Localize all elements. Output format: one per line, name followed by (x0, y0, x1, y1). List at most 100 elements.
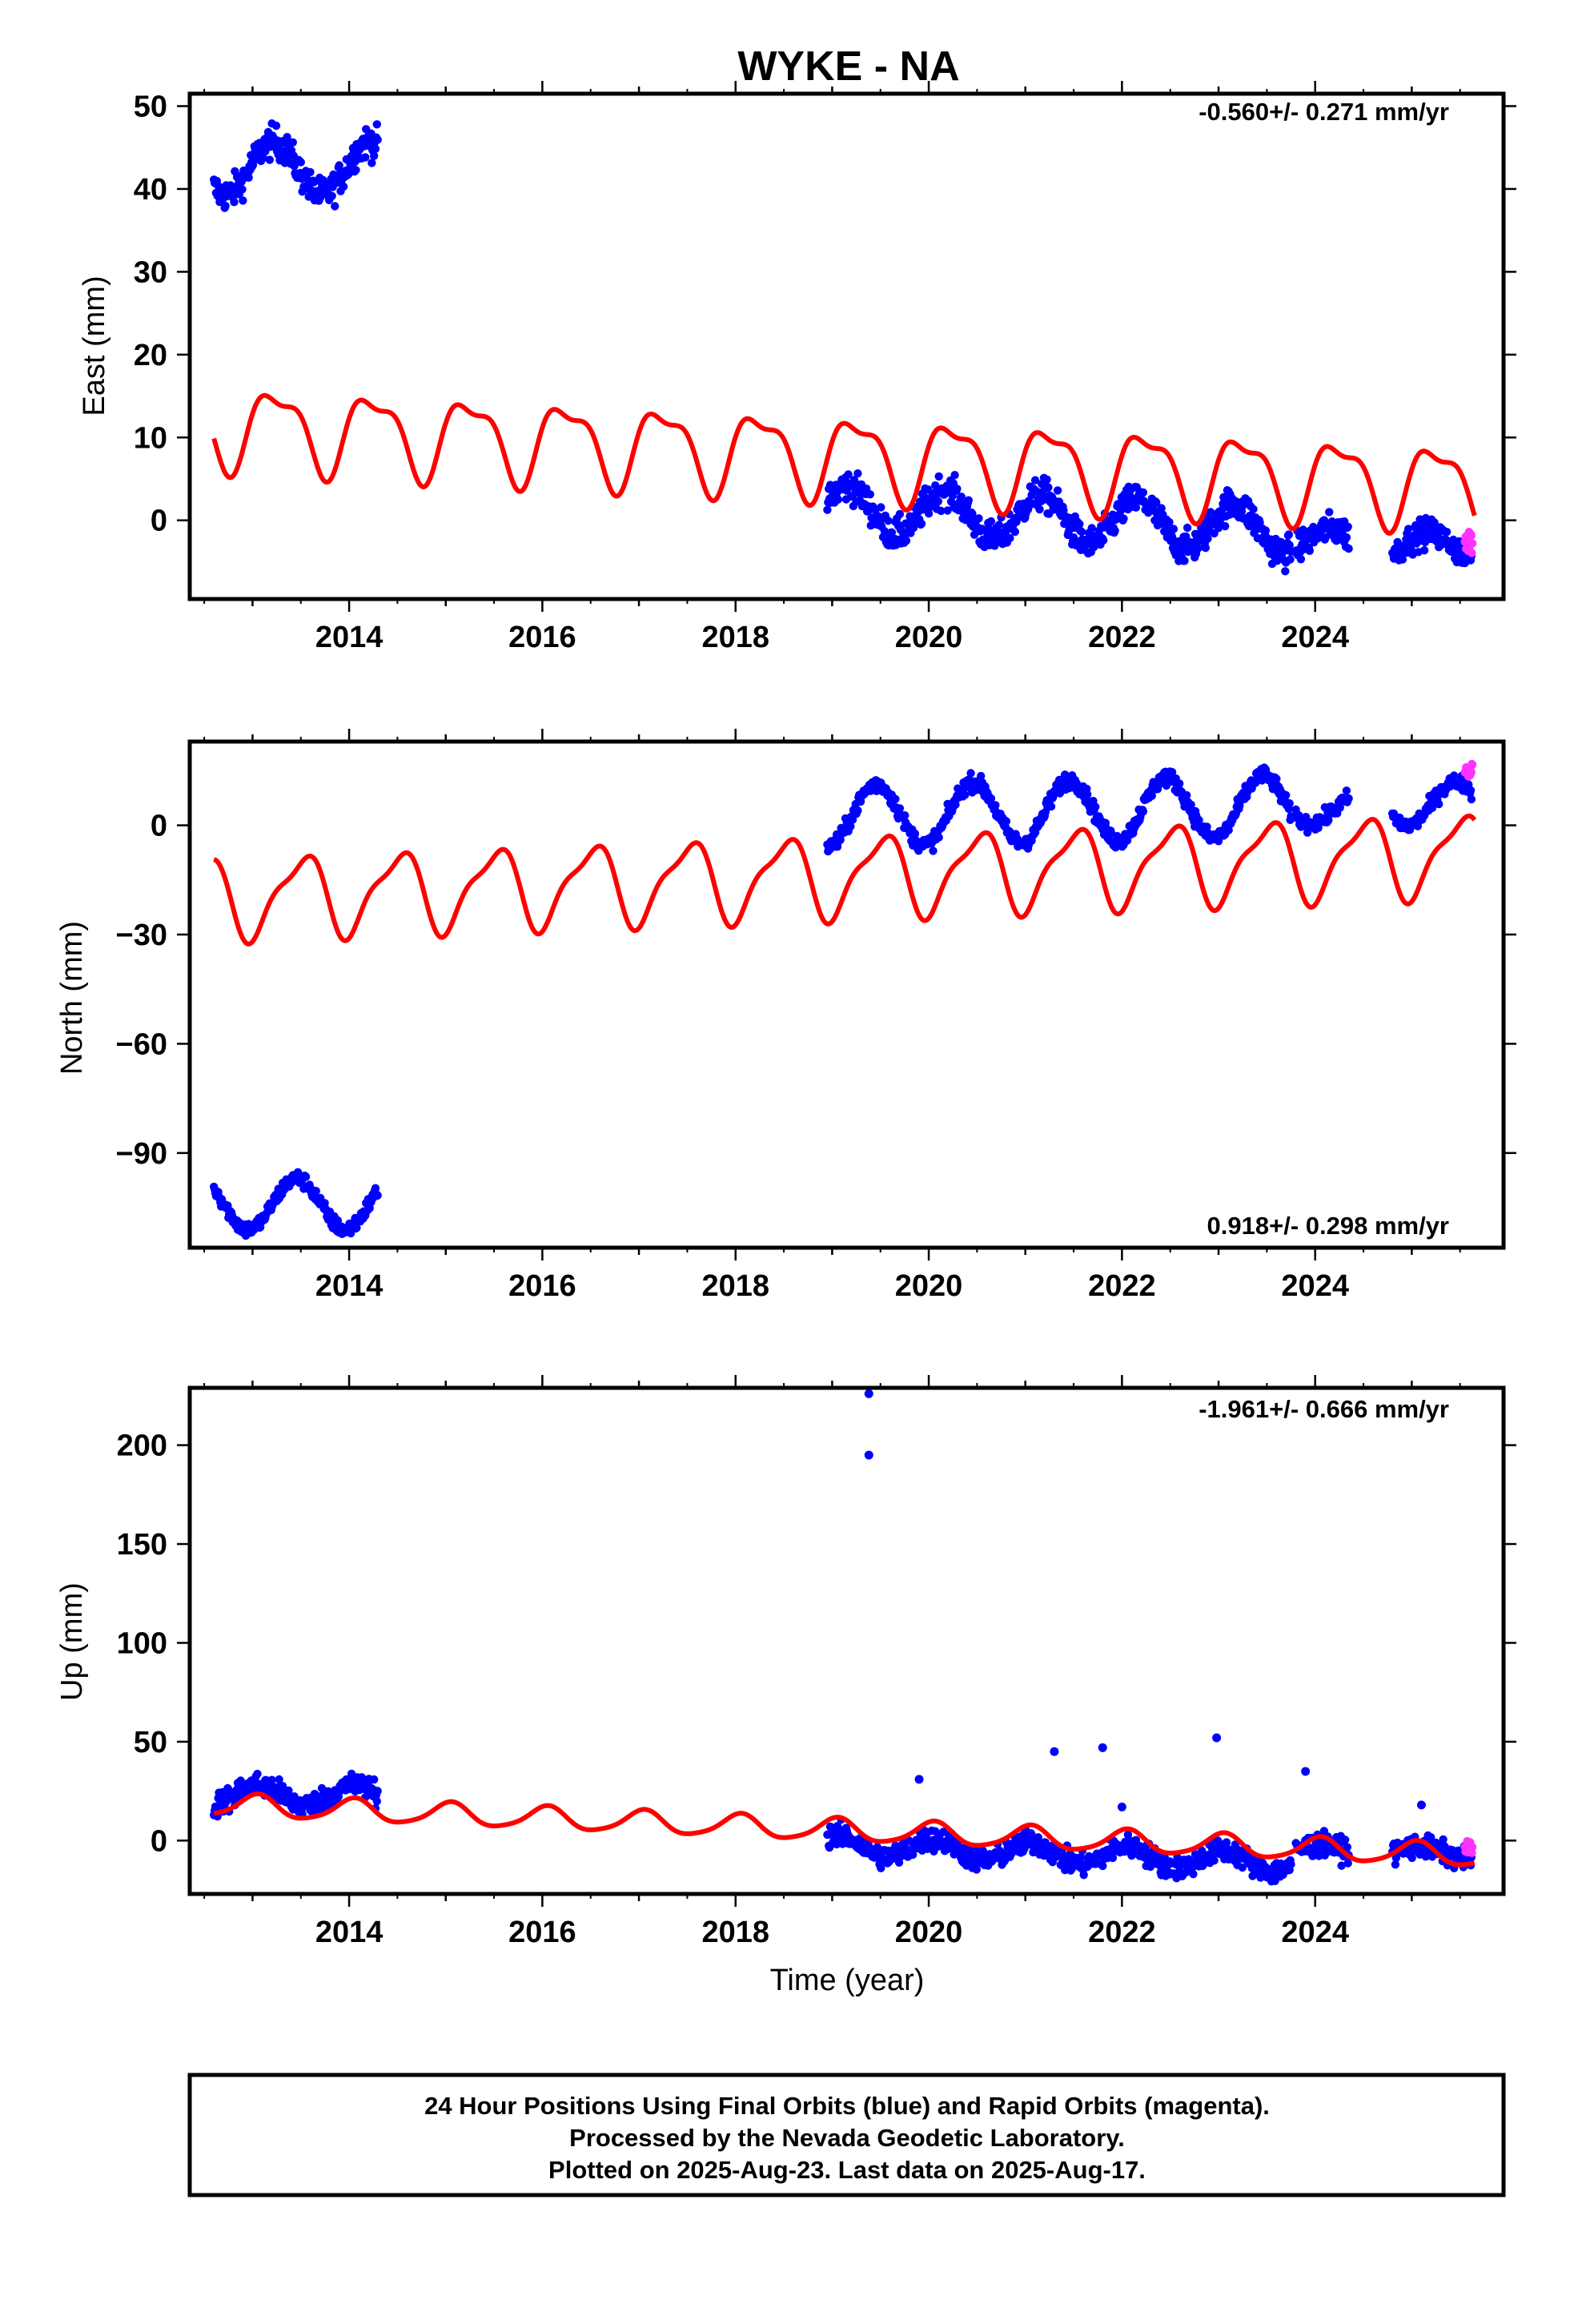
data-point (1296, 555, 1306, 564)
data-point (1180, 557, 1189, 565)
data-point (977, 771, 986, 781)
data-point (934, 472, 943, 481)
data-point (1398, 555, 1407, 564)
data-point (296, 158, 305, 167)
east-xtick-label: 2016 (508, 621, 576, 654)
north-rapid-series (1460, 759, 1477, 781)
up-panel: Up (mm) -1.961+/- 0.666 mm/yr Time (year… (55, 1375, 1516, 1997)
data-point (950, 471, 959, 480)
data-point (1138, 488, 1148, 497)
data-point (1427, 803, 1437, 812)
up-rate-label: -1.961+/- 0.666 mm/yr (1199, 1395, 1449, 1423)
data-point (1203, 822, 1211, 831)
north-xtick-label: 2022 (1088, 1269, 1156, 1303)
data-point (293, 1168, 303, 1177)
data-point (1075, 520, 1084, 529)
north-frame (187, 739, 1506, 1250)
up-ytick-label: 200 (117, 1429, 167, 1463)
data-point (934, 497, 943, 506)
data-point (917, 519, 926, 529)
rapid-point (1467, 531, 1476, 541)
data-point (1282, 790, 1291, 800)
data-point (367, 159, 376, 167)
data-point (964, 496, 974, 505)
east-ytick-label: 50 (134, 90, 167, 124)
outlier-point (1098, 1743, 1107, 1752)
data-point (1035, 505, 1044, 514)
data-point (221, 201, 230, 211)
data-point (265, 155, 274, 164)
east-ytick-label: 40 (134, 173, 167, 207)
data-point (884, 517, 893, 525)
data-point (373, 1787, 382, 1795)
data-point (1157, 504, 1166, 513)
rapid-point (1468, 549, 1476, 557)
east-ytick-label: 0 (151, 505, 167, 538)
data-point (994, 521, 1004, 529)
footer-line-1: 24 Hour Positions Using Final Orbits (bl… (424, 2092, 1270, 2120)
east-ytick-label: 10 (134, 421, 167, 455)
outlier-point (914, 1775, 924, 1784)
data-point (1403, 525, 1413, 533)
data-point (1284, 530, 1294, 539)
north-rate-label: 0.918+/- 0.298 mm/yr (1207, 1212, 1449, 1240)
data-point (1006, 533, 1014, 543)
data-point (943, 506, 952, 515)
data-point (1439, 1835, 1447, 1844)
footer-box: 24 Hour Positions Using Final Orbits (bl… (187, 2073, 1506, 2197)
data-point (351, 166, 360, 175)
data-point (371, 144, 380, 153)
data-point (1098, 1861, 1107, 1871)
rapid-point (1468, 1843, 1477, 1852)
rapid-point (1467, 768, 1476, 777)
data-point (1042, 475, 1051, 484)
data-point (966, 769, 975, 778)
data-point (836, 835, 845, 845)
data-point (1083, 790, 1092, 799)
data-point (1210, 1856, 1219, 1865)
east-ytick-label: 30 (134, 255, 167, 289)
up-xtick-label: 2024 (1281, 1916, 1349, 1949)
data-point (823, 505, 832, 514)
data-point (1305, 546, 1315, 555)
data-point (1340, 1835, 1350, 1844)
data-point (1281, 567, 1290, 576)
data-point (1119, 514, 1128, 523)
data-point (1034, 1833, 1042, 1842)
data-point (1272, 774, 1281, 783)
data-point (1214, 524, 1223, 533)
data-point (887, 528, 897, 537)
data-point (1343, 1843, 1352, 1852)
data-point (361, 153, 370, 162)
data-point (844, 470, 853, 479)
east-xtick-label: 2020 (895, 621, 963, 654)
data-point (1126, 493, 1135, 501)
data-point (1194, 544, 1203, 553)
data-point (1222, 1838, 1231, 1847)
data-point (1087, 524, 1096, 533)
up-xtick-label: 2016 (508, 1916, 576, 1949)
east-xtick-label: 2022 (1088, 621, 1156, 654)
data-point (901, 811, 909, 820)
east-xtick-label: 2014 (315, 621, 383, 654)
rapid-point (1468, 760, 1477, 769)
data-point (306, 167, 315, 177)
data-point (986, 794, 996, 803)
data-point (877, 1864, 885, 1872)
outlier-point (1212, 1733, 1222, 1743)
data-point (1131, 503, 1141, 512)
data-point (1010, 527, 1020, 537)
data-point (1342, 786, 1351, 795)
data-point (1467, 794, 1476, 804)
data-point (1344, 794, 1353, 803)
up-frame (187, 1385, 1506, 1896)
data-point (929, 846, 938, 855)
data-point (244, 173, 253, 182)
data-point (853, 469, 862, 478)
data-point (1138, 807, 1148, 816)
up-plot-area (210, 1389, 1477, 1886)
data-point (239, 196, 247, 205)
data-point (1169, 525, 1178, 533)
data-point (259, 154, 267, 163)
